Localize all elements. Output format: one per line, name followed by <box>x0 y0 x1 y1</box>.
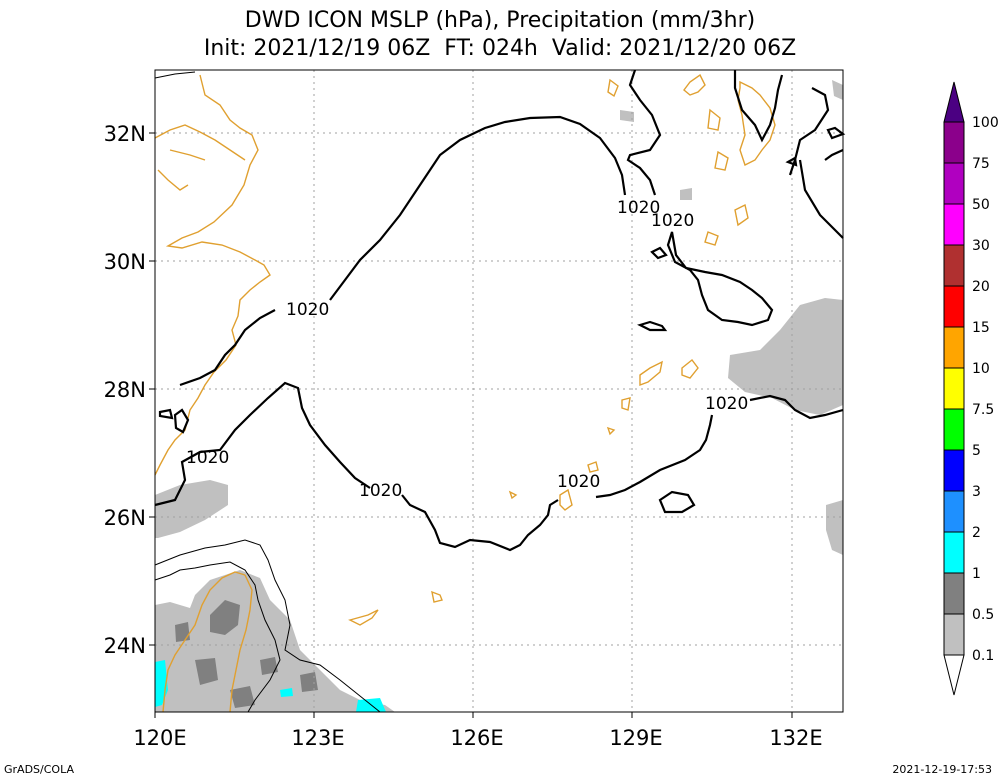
precip-area-cyan-2 <box>280 688 386 712</box>
coastline-china-north <box>154 124 246 191</box>
legend-swatch <box>943 326 965 369</box>
isobar-thin-northwest <box>154 71 196 79</box>
legend-level-label: 10 <box>972 361 990 377</box>
map-title-line1: DWD ICON MSLP (hPa), Precipitation (mm/3… <box>244 8 756 33</box>
coastline-kyushu <box>607 73 776 246</box>
x-tick-label: 120E <box>133 726 186 750</box>
legend-swatch <box>943 572 965 615</box>
precipitation-legend: 100 75 50 30 20 15 10 7.5 5 3 2 1 0.5 0.1 <box>943 81 999 696</box>
legend-level-label: 1 <box>972 566 981 582</box>
isobars <box>154 69 846 713</box>
legend-bottom-arrow <box>943 654 965 696</box>
isobar-label: 1020 <box>286 300 329 320</box>
y-axis-labels: 32N 30N 28N 26N 24N <box>104 122 146 658</box>
isobar-east-right <box>749 394 844 420</box>
legend-level-label: 20 <box>972 279 990 295</box>
isobar-north <box>179 115 627 387</box>
isobar-label: 1020 <box>186 448 229 468</box>
isobar-thin-southwest <box>154 539 381 713</box>
x-tick-label: 129E <box>609 726 662 750</box>
y-tick-label: 24N <box>104 634 146 658</box>
legend-swatch <box>943 244 965 287</box>
x-tick-label: 126E <box>450 726 503 750</box>
coastline-ryukyu <box>348 359 699 626</box>
legend-swatch <box>943 121 965 164</box>
precip-area-east-small <box>826 500 843 555</box>
y-tick-label: 30N <box>104 250 146 274</box>
isobar-label: 1020 <box>617 198 660 218</box>
legend-level-label: 0.1 <box>972 648 994 664</box>
plot-frame <box>154 69 844 713</box>
isobar-label: 1020 <box>651 211 694 231</box>
isobar-east-loop <box>666 231 774 327</box>
isobar-label: 1020 <box>705 394 748 414</box>
x-tick-label: 132E <box>769 726 822 750</box>
precip-area-west <box>155 480 228 538</box>
legend-level-label: 30 <box>972 238 990 254</box>
legend-swatch <box>943 367 965 410</box>
y-tick-label: 26N <box>104 506 146 530</box>
legend-top-arrow <box>943 81 965 123</box>
legend-level-label: 7.5 <box>972 402 994 418</box>
grid-lines <box>155 70 843 712</box>
coastline-taiwan <box>162 571 253 713</box>
map-title-line2: Init: 2021/12/19 06Z FT: 024h Valid: 202… <box>203 36 797 61</box>
legend-swatch <box>943 203 965 246</box>
isobar-labels: 1020 1020 1020 1020 1020 1020 1020 <box>186 198 748 501</box>
isobar-east-top <box>626 69 844 239</box>
y-tick-label: 32N <box>104 122 146 146</box>
isobar-small-loops <box>158 126 846 514</box>
x-axis-labels: 120E 123E 126E 129E 132E <box>133 726 822 750</box>
legend-level-label: 0.5 <box>972 607 994 623</box>
legend-swatch <box>943 408 965 451</box>
legend-level-label: 50 <box>972 197 990 213</box>
legend-swatch <box>943 162 965 205</box>
isobar-label: 1020 <box>359 481 402 501</box>
footer-software: GrADS/COLA <box>4 763 74 776</box>
isobar-main <box>154 381 714 552</box>
footer-timestamp: 2021-12-19-17:53 <box>892 763 992 776</box>
legend-level-label: 5 <box>972 443 981 459</box>
precip-area-east <box>728 298 843 415</box>
legend-swatch <box>943 613 965 656</box>
legend-swatch <box>943 449 965 492</box>
legend-level-label: 75 <box>972 156 990 172</box>
axis-ticks <box>149 132 793 718</box>
coastline-china <box>154 74 271 476</box>
legend-level-label: 3 <box>972 484 981 500</box>
legend-swatch <box>943 285 965 328</box>
x-tick-label: 123E <box>291 726 344 750</box>
precip-area-southwest-mid <box>175 600 318 708</box>
legend-level-label: 15 <box>972 320 990 336</box>
precip-area-northeast <box>620 80 843 200</box>
isobar-label: 1020 <box>557 472 600 492</box>
legend-swatch <box>943 531 965 574</box>
y-tick-label: 28N <box>104 378 146 402</box>
coastlines <box>154 73 776 713</box>
legend-level-label: 2 <box>972 525 981 541</box>
legend-swatch <box>943 490 965 533</box>
legend-level-label: 100 <box>972 115 999 131</box>
